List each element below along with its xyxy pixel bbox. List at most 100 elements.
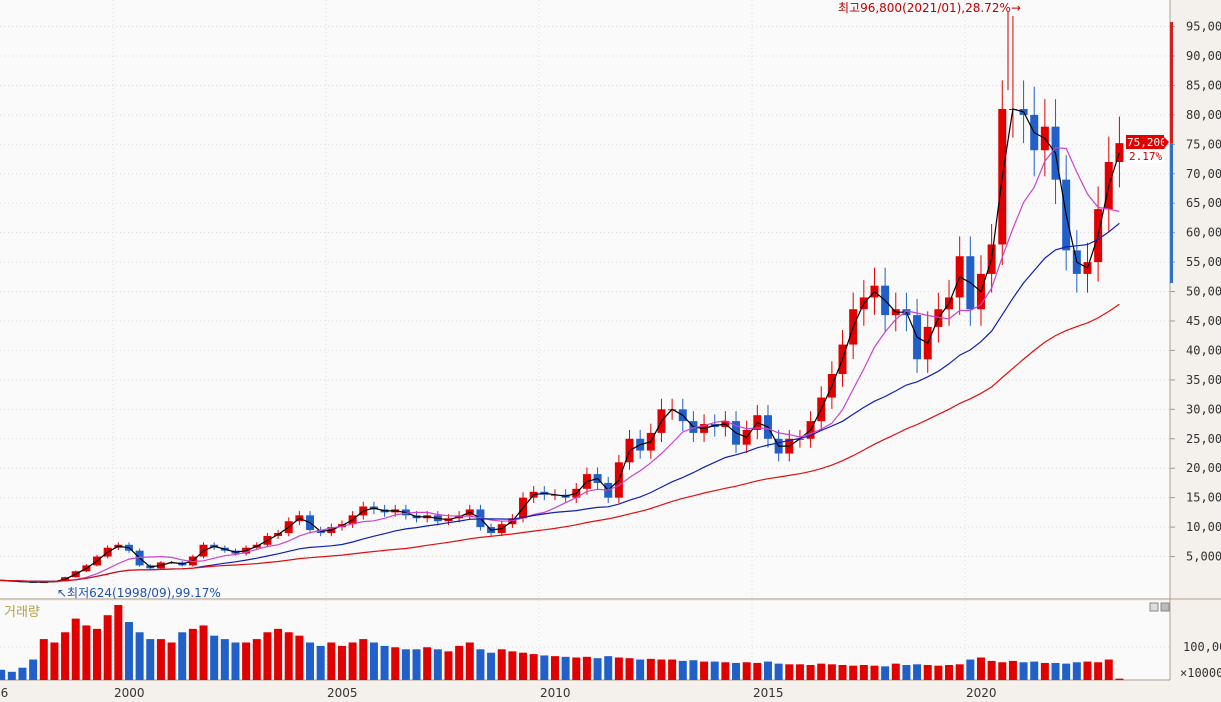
x-tick-label: 2000 [114,686,145,700]
volume-bar [550,656,559,680]
range-bar-down [1170,143,1173,283]
moving-average-line-40 [0,303,1120,582]
minimize-panel-button[interactable] [1149,602,1159,612]
y-tick-label: 60,000 [1186,226,1221,240]
volume-bar [124,622,133,680]
volume-bar [327,642,336,680]
volume-bar [497,649,506,680]
close-panel-button[interactable] [1160,602,1170,612]
volume-bar [1008,660,1017,680]
volume-bar [1051,662,1060,680]
volume-bar [423,647,432,680]
volume-bar [753,662,762,680]
y-tick-label: 75,000 [1186,137,1221,151]
y-tick-label: 35,000 [1186,373,1221,387]
x-tick-label: 2015 [753,686,784,700]
volume-bar [593,658,602,680]
volume-bar [29,659,38,680]
volume-bar [465,642,474,680]
volume-bar [742,662,751,680]
low-annotation: ↖최저624(1998/09),99.17% [57,586,221,600]
volume-bar [1072,662,1081,680]
volume-bar [114,605,123,680]
volume-bar [710,661,719,680]
volume-bar [487,652,496,680]
volume-bar [849,665,858,680]
volume-bar [966,659,975,680]
y-tick-label: 65,000 [1186,196,1221,210]
volume-bar [252,639,261,680]
volume-bar [274,628,283,680]
volume-bar [795,664,804,680]
volume-bar [455,645,464,680]
volume-bar [998,662,1007,680]
volume-bar [923,665,932,680]
volume-bar [838,665,847,680]
volume-bar [61,632,70,680]
volume-bar [1083,661,1092,680]
volume-bar [210,635,219,680]
volume-bar [1115,678,1124,680]
volume-bar [1062,663,1071,680]
y-tick-label: 45,000 [1186,314,1221,328]
volume-bar [1040,662,1049,680]
volume-bar [934,665,943,680]
volume-bar [263,632,272,680]
y-tick-label: 90,000 [1186,49,1221,63]
volume-bar [71,618,80,680]
volume-bar [476,649,485,680]
high-annotation: 최고96,800(2021/01),28.72%→ [838,1,1021,15]
volume-bar [433,649,442,680]
volume-bar [0,669,6,680]
y-tick-label: 70,000 [1186,167,1221,181]
volume-bar [18,667,27,680]
volume-bar [146,639,155,680]
volume-bar [582,656,591,680]
moving-average-line-7 [0,147,1120,582]
volume-bar [763,661,772,680]
candle-body [1115,143,1124,162]
volume-bar [774,663,783,680]
volume-bar [1030,661,1039,680]
volume-bar [156,639,165,680]
volume-bar [646,658,655,680]
volume-bar [199,625,208,680]
volume-bar [231,642,240,680]
y-tick-label: 5,000 [1186,550,1221,564]
volume-bar [348,642,357,680]
volume-bar [103,615,112,680]
volume-bar [167,642,176,680]
current-price-badge [1126,135,1164,149]
volume-bar [316,645,325,680]
current-price: 75,200 [1127,136,1167,149]
y-tick-label: 15,000 [1186,491,1221,505]
volume-bar [242,642,251,680]
volume-bar [337,645,346,680]
volume-bar [412,649,421,680]
volume-bar [817,663,826,680]
volume-bar [188,628,197,680]
current-change-badge [1126,150,1164,163]
volume-bar [380,645,389,680]
volume-tick: 100,000 [1183,640,1221,654]
volume-bar [519,652,528,680]
volume-bar [7,671,16,680]
volume-bar [540,655,549,680]
volume-bar [955,664,964,680]
range-bar-up [1170,22,1173,144]
y-tick-label: 95,000 [1186,20,1221,34]
volume-bar [401,649,410,680]
volume-bar [976,657,985,680]
volume-bar [881,666,890,680]
y-tick-label: 20,000 [1186,461,1221,475]
volume-bar [39,639,48,680]
volume-bar [785,664,794,680]
volume-bar [1104,659,1113,680]
moving-average-line-2 [0,108,1120,583]
current-price-arrow-icon [1164,137,1169,149]
x-tick-label: 96 [0,686,8,700]
volume-bar [93,628,102,680]
volume-bar [82,625,91,680]
volume-bar [1094,662,1103,680]
